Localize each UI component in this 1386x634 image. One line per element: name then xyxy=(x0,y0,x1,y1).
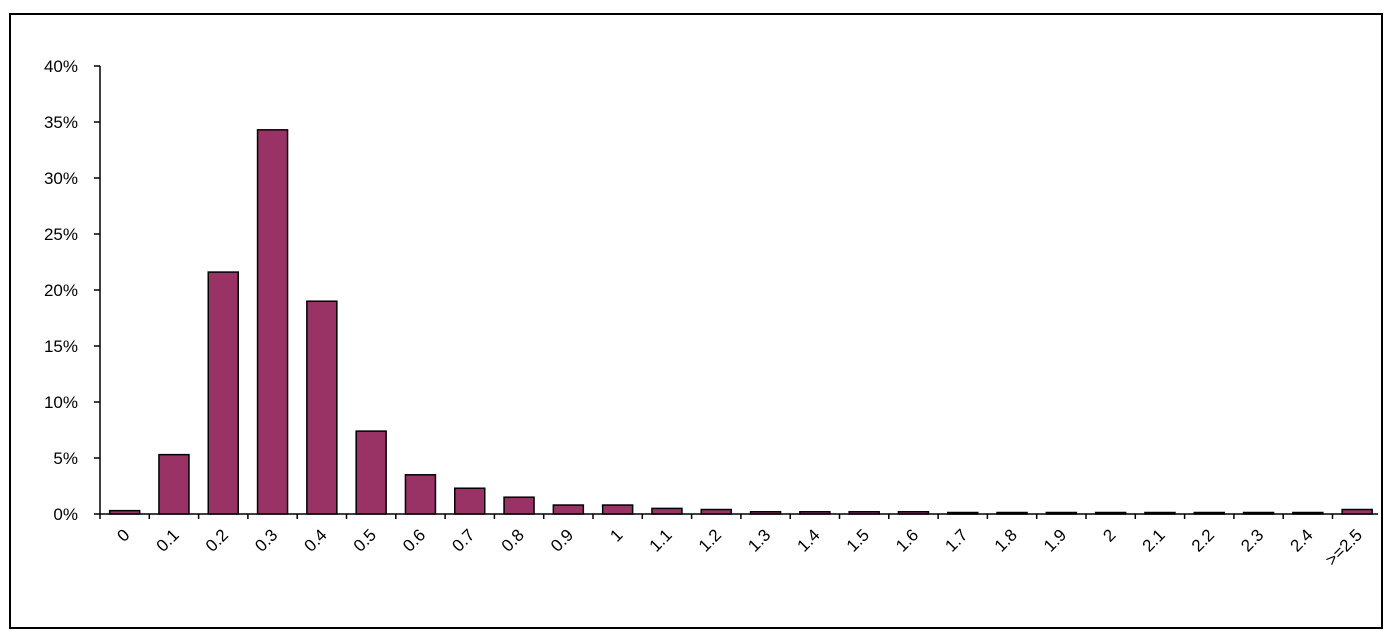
x-tick-label: 0.2 xyxy=(202,525,232,555)
x-tick-label: >=2.5 xyxy=(1322,525,1366,569)
x-axis: 0 0.1 0.2 0.3 0.4 0.5 0.6 0.7 0.8 0.9 1 1.1 1.2 1.3 1.… xyxy=(99,513,1378,570)
x-tick-label: 2 xyxy=(1099,525,1119,545)
x-tick-label: 0.5 xyxy=(350,525,380,555)
x-tick-label: 1.3 xyxy=(744,525,774,555)
x-tick-label: 2.2 xyxy=(1188,525,1218,555)
x-tick-label: 1.4 xyxy=(794,525,824,555)
x-tick-label: 2.3 xyxy=(1237,525,1267,555)
x-tick-label: 0.9 xyxy=(547,525,577,555)
y-tick-label: 20% xyxy=(44,281,78,300)
y-tick-label: 25% xyxy=(44,225,78,244)
bar xyxy=(1292,511,1324,515)
bar xyxy=(1193,511,1225,515)
x-tick-label: 0.7 xyxy=(448,525,478,555)
bar xyxy=(848,511,880,515)
bar xyxy=(947,511,979,515)
x-tick-label: 1 xyxy=(606,525,626,545)
bar xyxy=(404,474,437,515)
y-tick-label: 40% xyxy=(44,57,78,76)
x-tick-label: 0 xyxy=(113,525,133,545)
bar xyxy=(1242,511,1275,515)
bar xyxy=(897,511,930,515)
bars xyxy=(108,129,1373,515)
bar xyxy=(355,430,387,515)
x-tick-label: 2.4 xyxy=(1287,525,1317,555)
bar xyxy=(1144,511,1176,515)
x-tick-label: 1.9 xyxy=(1040,525,1070,555)
bar xyxy=(1094,511,1127,515)
x-tick-label: 1.1 xyxy=(646,525,676,555)
bar xyxy=(601,504,634,515)
bar xyxy=(1045,511,1078,515)
bar xyxy=(256,129,289,515)
bar xyxy=(1341,508,1373,515)
x-tick-label: 0.3 xyxy=(251,525,281,555)
bar xyxy=(454,487,486,515)
x-tick-label: 1.2 xyxy=(695,525,725,555)
x-tick-label: 0.6 xyxy=(399,525,429,555)
x-tick-label: 1.7 xyxy=(941,525,971,555)
y-tick-label: 30% xyxy=(44,169,78,188)
bar xyxy=(799,511,831,515)
bar xyxy=(996,511,1028,515)
y-tick-label: 15% xyxy=(44,337,78,356)
x-tick-label: 1.6 xyxy=(892,525,922,555)
y-tick-label: 35% xyxy=(44,113,78,132)
bar xyxy=(749,511,782,515)
y-tick-label: 10% xyxy=(44,393,78,412)
x-tick-label: 0.4 xyxy=(301,525,331,555)
x-tick-label: 0.8 xyxy=(498,525,528,555)
bar xyxy=(651,507,683,515)
x-tick-label: 1.8 xyxy=(991,525,1021,555)
bar xyxy=(503,496,535,515)
bar xyxy=(700,508,732,515)
bar xyxy=(552,504,585,515)
y-tick-label: 0% xyxy=(53,505,78,524)
x-tick-label: 2.1 xyxy=(1139,525,1169,555)
x-tick-label: 1.5 xyxy=(843,525,873,555)
bar xyxy=(158,453,190,515)
bar xyxy=(207,271,239,515)
bar xyxy=(108,509,141,515)
y-tick-label: 5% xyxy=(53,449,78,468)
bar xyxy=(306,300,338,515)
y-axis: 0% 5% 10% 15% 20% 25% 30% 35% 40% xyxy=(44,57,101,524)
x-tick-label: 0.1 xyxy=(153,525,183,555)
